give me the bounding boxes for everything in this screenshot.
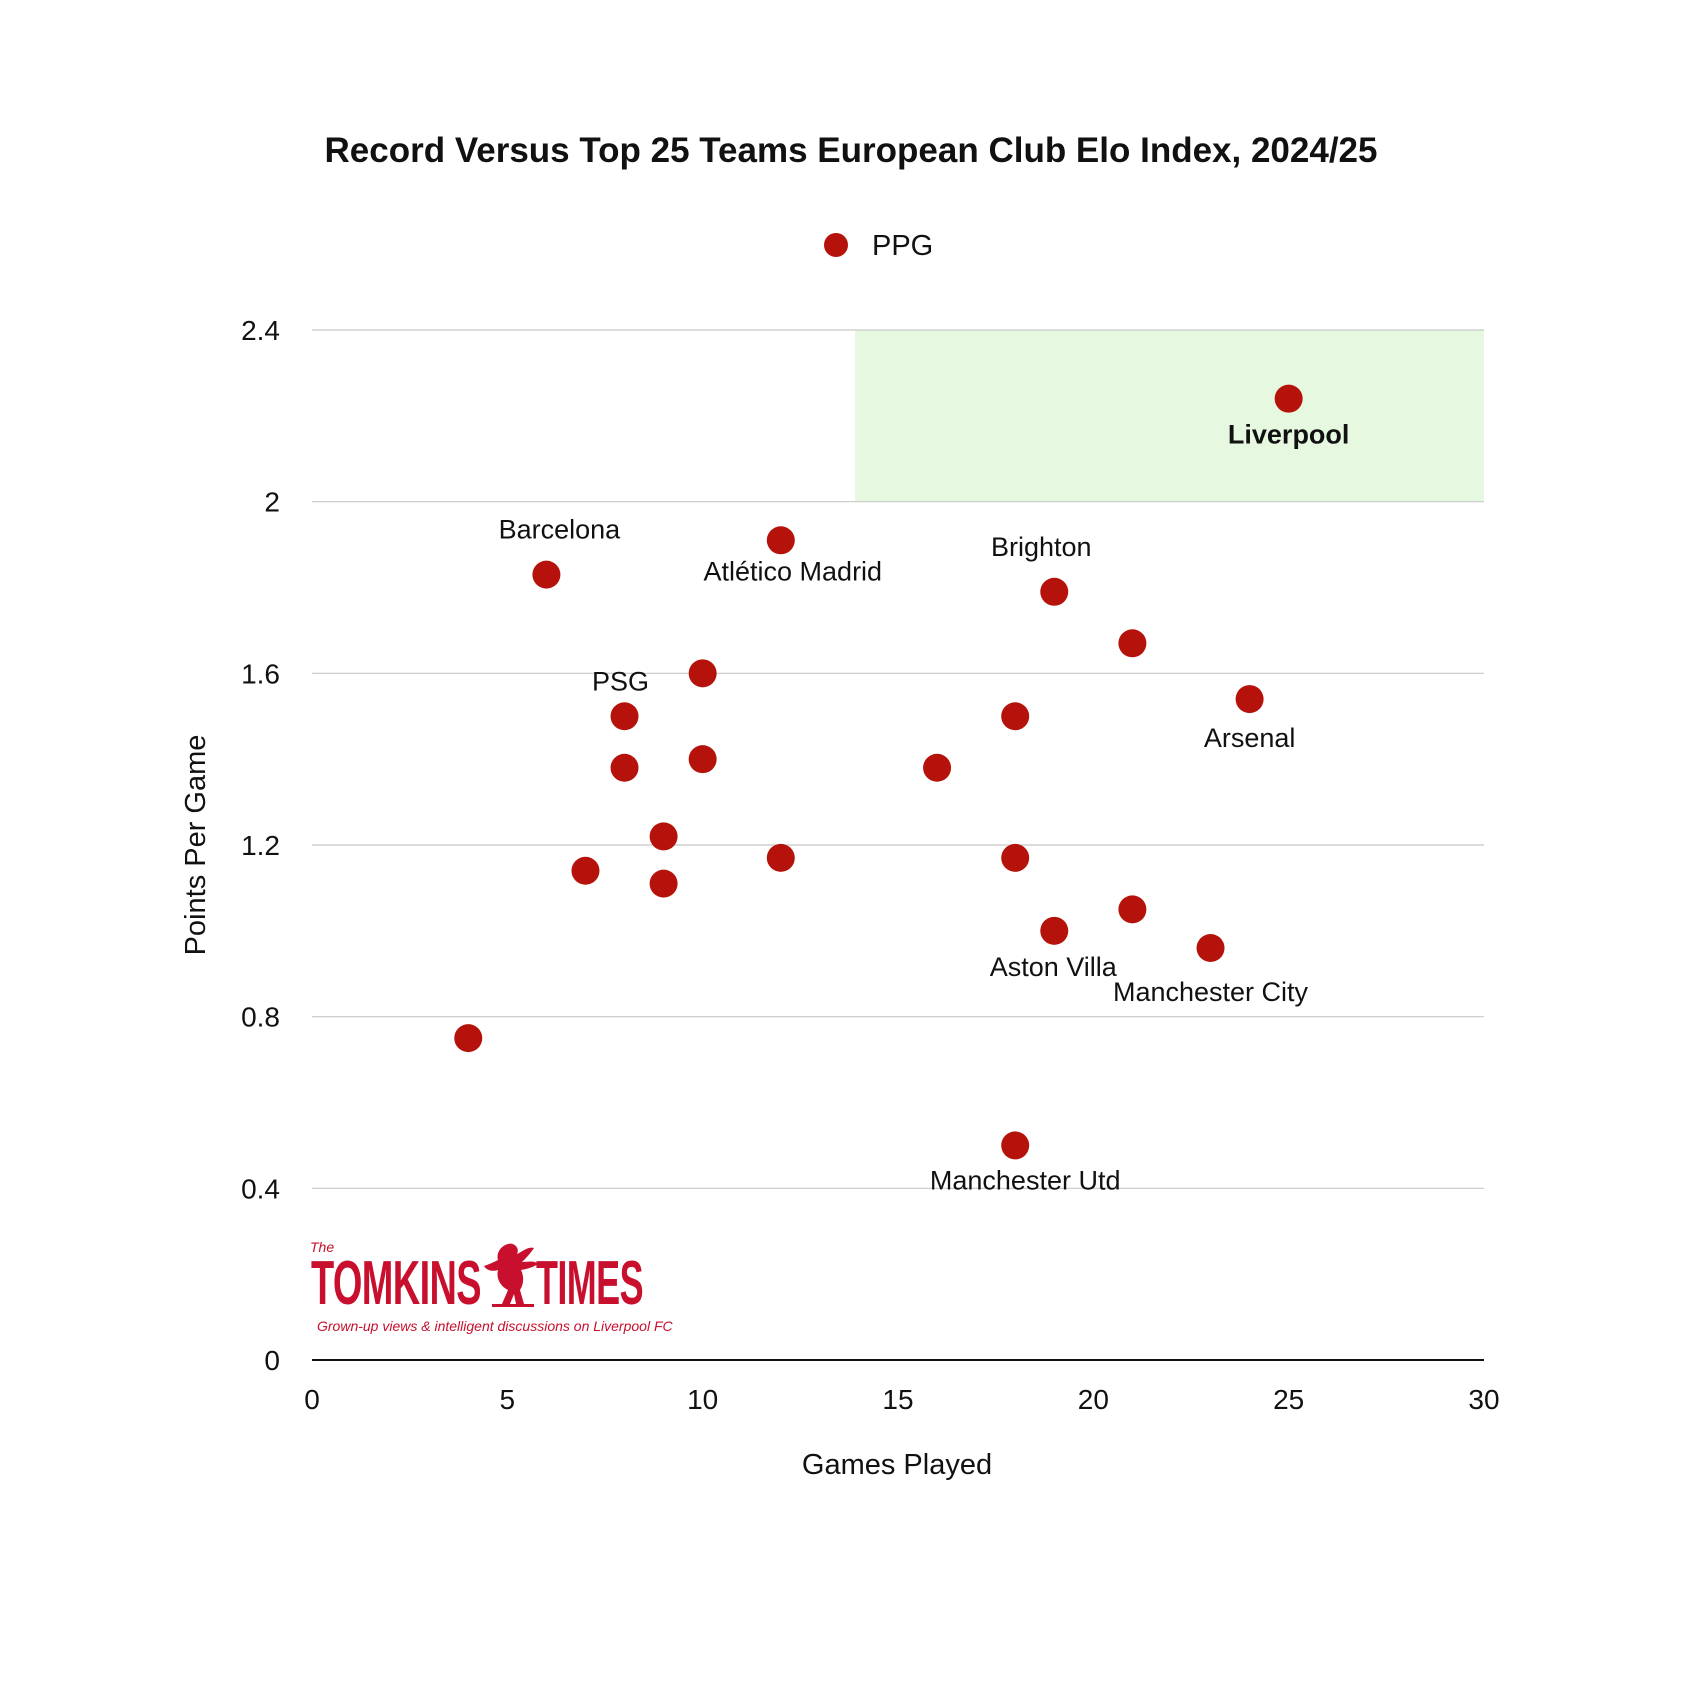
tomkins-times-logo: The TOMKINS TIMES Grown-up views & intel… (310, 1239, 673, 1334)
logo-name-right: TIMES (536, 1249, 643, 1318)
data-point (1040, 577, 1069, 606)
x-tick-label: 20 (1078, 1384, 1109, 1415)
y-tick-label: 0.4 (241, 1173, 280, 1204)
data-point (532, 560, 561, 589)
data-point (688, 659, 717, 688)
data-point (1235, 685, 1264, 714)
data-point (1196, 934, 1225, 962)
data-point (1001, 1131, 1030, 1160)
data-point (649, 869, 678, 898)
point-label: Manchester City (1113, 977, 1309, 1007)
data-point (1274, 384, 1303, 413)
point-label: Barcelona (499, 515, 622, 545)
legend: PPG (824, 230, 933, 262)
data-point (1118, 895, 1147, 924)
y-tick-label: 0 (264, 1345, 280, 1376)
data-point (766, 843, 795, 872)
point-label: Atlético Madrid (704, 556, 883, 586)
y-axis-label: Points Per Game (180, 735, 212, 956)
x-tick-label: 30 (1468, 1384, 1499, 1415)
y-tick-label: 2.4 (241, 315, 280, 346)
point-label: PSG (592, 666, 649, 696)
chart-title: Record Versus Top 25 Teams European Club… (325, 131, 1378, 170)
y-tick-label: 1.2 (241, 830, 280, 861)
point-label: Manchester Utd (930, 1165, 1121, 1195)
point-label: Brighton (991, 532, 1092, 562)
data-point (610, 702, 639, 731)
data-point (1001, 843, 1030, 872)
data-point (1118, 629, 1147, 658)
data-point (454, 1024, 483, 1053)
y-tick-label: 2 (264, 487, 280, 518)
data-points (454, 384, 1303, 1160)
logo-the: The (310, 1239, 334, 1255)
x-tick-label: 10 (687, 1384, 718, 1415)
data-point (649, 822, 678, 851)
legend-marker (824, 233, 848, 257)
data-point (766, 526, 795, 555)
liverbird-icon (484, 1243, 538, 1307)
point-label: Aston Villa (990, 952, 1118, 982)
x-axis-label: Games Played (802, 1449, 992, 1481)
x-ticks: 0 5 10 15 20 25 30 (304, 1384, 1499, 1415)
logo-name-left: TOMKINS (311, 1249, 481, 1318)
data-point (571, 856, 600, 885)
data-point (1040, 916, 1069, 945)
grid (312, 329, 1484, 1189)
data-point (688, 745, 717, 774)
legend-label: PPG (872, 230, 933, 262)
logo-tagline: Grown-up views & intelligent discussions… (317, 1318, 673, 1334)
point-label: Liverpool (1228, 420, 1350, 450)
point-label: Arsenal (1204, 723, 1296, 753)
x-tick-label: 15 (882, 1384, 913, 1415)
highlight-region (855, 330, 1484, 502)
y-tick-label: 0.8 (241, 1002, 280, 1033)
data-point (610, 753, 639, 782)
y-tick-label: 1.6 (241, 658, 280, 689)
x-tick-label: 5 (500, 1384, 516, 1415)
data-point (1001, 702, 1030, 731)
data-point (923, 753, 952, 782)
y-ticks: 0 0.4 0.8 1.2 1.6 2 2.4 (241, 315, 280, 1376)
x-tick-label: 0 (304, 1384, 320, 1415)
x-tick-label: 25 (1273, 1384, 1304, 1415)
point-labels: Liverpool Atlético Madrid Barcelona Brighto… (499, 420, 1350, 1196)
